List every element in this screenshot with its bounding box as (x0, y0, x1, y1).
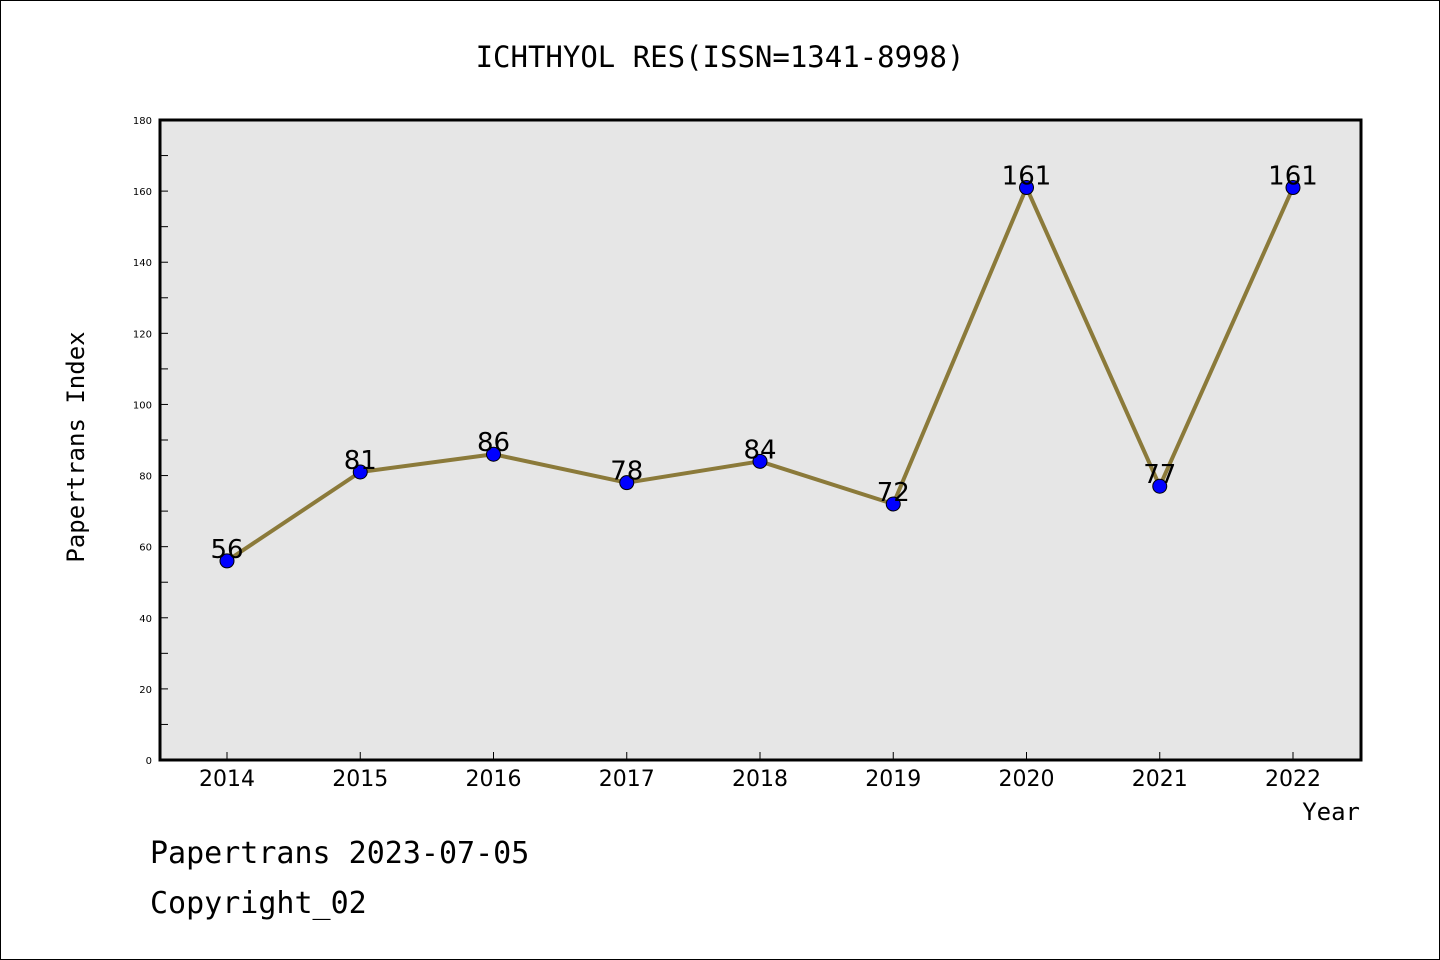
data-labels: 56 81 86 78 84 72 161 77 161 (210, 162, 1317, 565)
data-point (1019, 180, 1034, 196)
y-tick-label: 20 (139, 685, 152, 696)
data-point (219, 553, 235, 569)
footer-date: Papertrans 2023-07-05 (150, 836, 530, 871)
data-label: 78 (610, 457, 643, 487)
chart-title: ICHTHYOL RES(ISSN=1341-8998) (476, 40, 965, 74)
x-axis-label: Year (1302, 798, 1360, 826)
x-tick-label: 2019 (865, 767, 921, 792)
data-series (219, 180, 1301, 569)
data-point (486, 446, 501, 462)
data-label: 161 (1002, 162, 1052, 192)
x-tick-label: 2015 (332, 767, 388, 792)
data-label: 161 (1268, 162, 1318, 192)
data-point (619, 475, 635, 491)
x-tick-label: 2022 (1265, 767, 1321, 792)
data-label: 77 (1143, 460, 1176, 490)
data-label: 56 (210, 535, 243, 565)
y-tick-label: 140 (133, 258, 152, 269)
x-axis: 2014 2015 2016 2017 2018 2019 2020 2021 2022 (199, 752, 1321, 792)
data-point (1285, 180, 1301, 196)
footer-copyright: Copyright_02 (150, 886, 367, 921)
x-tick-label: 2018 (732, 767, 788, 792)
x-tick-label: 2020 (999, 767, 1055, 792)
y-tick-label: 0 (146, 756, 152, 767)
y-tick-label: 180 (133, 116, 152, 127)
y-tick-label: 40 (139, 614, 152, 625)
y-tick-label: 60 (139, 543, 152, 554)
data-label: 81 (344, 446, 377, 476)
y-axis: 0 20 40 60 80 100 120 140 160 180 (133, 116, 168, 767)
x-tick-label: 2021 (1132, 767, 1188, 792)
x-tick-label: 2016 (466, 767, 522, 792)
data-point (1152, 478, 1168, 494)
y-tick-label: 120 (133, 329, 152, 340)
y-axis-label: Papertrans Index (62, 331, 90, 562)
y-tick-label: 100 (133, 400, 152, 411)
y-tick-label: 160 (133, 187, 152, 198)
data-label: 72 (877, 478, 910, 508)
data-point (352, 464, 368, 480)
data-label: 86 (477, 428, 510, 458)
x-tick-label: 2014 (199, 767, 255, 792)
plot-area (158, 118, 1363, 762)
data-point (885, 496, 901, 512)
x-tick-label: 2017 (599, 767, 655, 792)
y-tick-label: 80 (139, 472, 152, 483)
data-label: 84 (743, 435, 776, 465)
data-point (752, 453, 768, 469)
